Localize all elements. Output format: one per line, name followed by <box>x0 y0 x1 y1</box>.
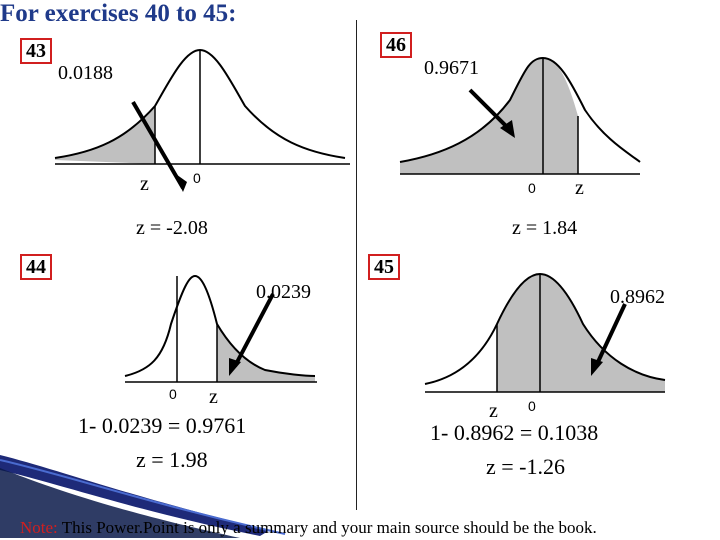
p44-curve-line <box>124 274 316 377</box>
p43-result: z = -2.08 <box>136 217 208 239</box>
p46-zero-label: 0 <box>528 180 536 196</box>
slide-title: For exercises 40 to 45: <box>0 0 237 27</box>
p45-z-label: z <box>489 400 498 422</box>
p45-shaded-area <box>497 274 665 392</box>
p43-z-label: z <box>140 173 149 195</box>
p44-normal-curve <box>124 274 317 383</box>
p43-normal-curve <box>54 48 350 192</box>
exercise-43-badge: 43 <box>20 38 52 64</box>
p44-z-label: z <box>209 386 218 408</box>
vertical-divider <box>356 20 357 510</box>
p44-zero-label: 0 <box>169 386 177 402</box>
p45-probability: 0.8962 <box>610 286 665 308</box>
p46-arrow <box>468 88 512 132</box>
p46-probability: 0.9671 <box>424 57 479 79</box>
p44-shaded-area <box>217 324 315 382</box>
p46-normal-curve <box>399 56 641 175</box>
footer-note-text: This Power.Point is only a summary and y… <box>57 518 597 537</box>
p46-shaded-area <box>400 58 578 174</box>
p43-zero-label: 0 <box>193 170 201 186</box>
exercise-46-badge: 46 <box>380 32 412 58</box>
p46-z-label: z <box>575 177 584 199</box>
p44-calculation: 1- 0.0239 = 0.9761 <box>78 413 247 438</box>
p45-result: z = -1.26 <box>486 454 565 479</box>
p44-result: z = 1.98 <box>136 447 208 472</box>
p45-arrow <box>595 303 627 365</box>
p43-shaded-area <box>55 106 155 164</box>
p45-zero-label: 0 <box>528 398 536 414</box>
p44-arrow <box>233 293 275 367</box>
p45-calculation: 1- 0.8962 = 0.1038 <box>430 420 599 445</box>
exercise-44-badge: 44 <box>20 254 52 280</box>
footer-note: Note: This Power.Point is only a summary… <box>20 518 597 538</box>
decorative-swoosh <box>0 455 286 538</box>
footer-note-label: Note: <box>20 518 58 537</box>
p43-probability: 0.0188 <box>58 62 113 84</box>
exercise-45-badge: 45 <box>368 254 400 280</box>
p46-result: z = 1.84 <box>512 217 578 239</box>
p45-normal-curve <box>424 272 666 393</box>
